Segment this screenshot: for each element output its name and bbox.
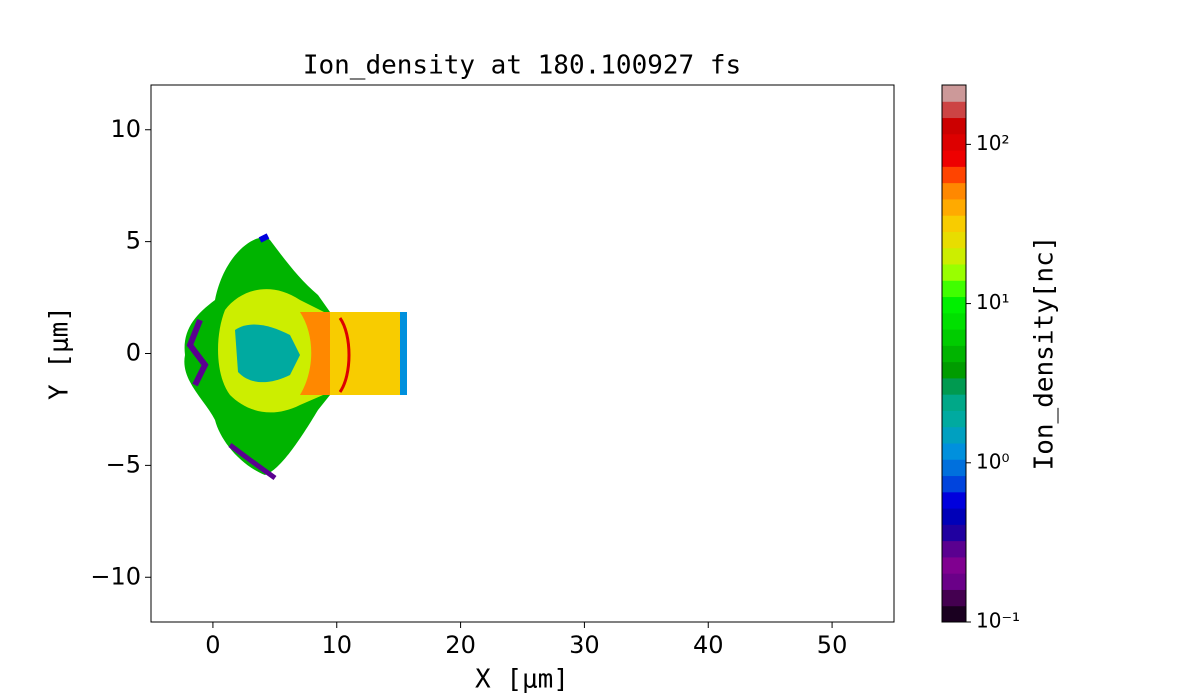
- colorbar-label: Ion_density[nc]: [1030, 236, 1060, 471]
- colorbar-segment: [942, 605, 966, 623]
- x-tick-label: 10: [321, 631, 352, 659]
- colorbar-frame: [941, 84, 967, 623]
- x-tick-label: 50: [817, 631, 848, 659]
- colorbar-segment: [942, 312, 966, 330]
- colorbar-segment: [942, 280, 966, 298]
- chart-title: Ion_density at 180.100927 fs: [303, 51, 741, 81]
- y-axis-label: Y [μm]: [45, 306, 75, 400]
- colorbar-tick-label: 10²: [976, 131, 1009, 155]
- y-tick-label: −10: [90, 562, 141, 590]
- colorbar-segment: [942, 443, 966, 460]
- colorbar-segment: [942, 215, 966, 232]
- x-axis-label: X [μm]: [475, 665, 569, 695]
- x-tick-label: 40: [693, 631, 724, 659]
- y-tick-label: 5: [126, 227, 141, 255]
- colorbar-segment: [942, 296, 966, 314]
- colorbar-segment: [942, 198, 966, 216]
- colorbar-segment: [942, 524, 966, 542]
- colorbar-segment: [942, 573, 966, 590]
- colorbar-segment: [942, 150, 966, 167]
- colorbar-segment: [942, 133, 966, 151]
- colorbar-tick-label: 10⁰: [976, 449, 1009, 473]
- colorbar-segment: [942, 508, 966, 525]
- colorbar-segment: [942, 556, 966, 574]
- colorbar-segment: [942, 589, 966, 607]
- x-tick-label: 30: [569, 631, 600, 659]
- colorbar-segment: [942, 540, 966, 558]
- colorbar-segment: [942, 345, 966, 363]
- colorbar-segment: [942, 101, 966, 119]
- colorbar-segment: [942, 264, 966, 281]
- colorbar-segment: [942, 166, 966, 184]
- colorbar-segment: [942, 394, 966, 411]
- colorbar-segment: [942, 410, 966, 428]
- y-tick-label: 10: [110, 115, 141, 143]
- y-tick-label: −5: [106, 450, 141, 478]
- colorbar-segment: [942, 182, 966, 200]
- colorbar-segment: [942, 491, 966, 509]
- colorbar-segment: [942, 475, 966, 493]
- colorbar-segment: [942, 329, 966, 346]
- x-tick-label: 0: [205, 631, 220, 659]
- colorbar-segment: [942, 459, 966, 477]
- colorbar-segment: [942, 426, 966, 444]
- x-tick-label: 20: [445, 631, 476, 659]
- y-tick-label: 0: [126, 339, 141, 367]
- colorbar-segment: [942, 85, 966, 102]
- colorbar-segment: [942, 247, 966, 265]
- density-map: [184, 233, 407, 481]
- colorbar-tick-label: 10¹: [976, 290, 1009, 314]
- colorbar-segment: [942, 377, 966, 395]
- colorbar-segment: [942, 117, 966, 135]
- colorbar-segment: [942, 231, 966, 249]
- colorbar-tick-label: 10⁻¹: [976, 609, 1020, 633]
- colorbar-segment: [942, 361, 966, 379]
